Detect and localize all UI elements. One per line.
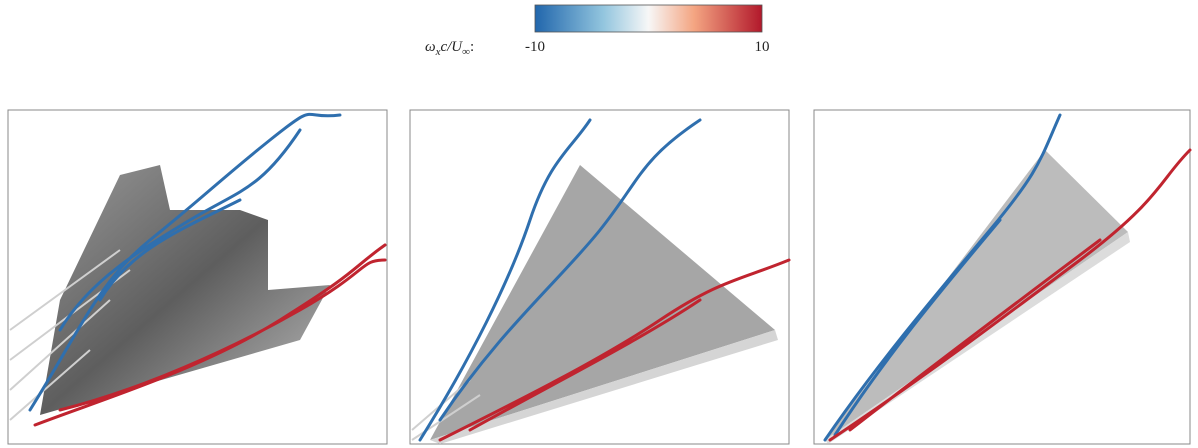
panel-1 <box>8 110 387 444</box>
panel-2 <box>410 110 789 444</box>
colorbar-label: ωxc/U∞: <box>425 39 474 58</box>
figure: ωxc/U∞: -10 10 <box>0 0 1198 448</box>
colorbar-ticks: -10 10 <box>525 39 770 55</box>
panel-3 <box>814 110 1190 444</box>
colorbar-tick-label: -10 <box>525 39 545 55</box>
colorbar-tick-label: 10 <box>755 39 770 55</box>
colorbar <box>535 5 762 32</box>
